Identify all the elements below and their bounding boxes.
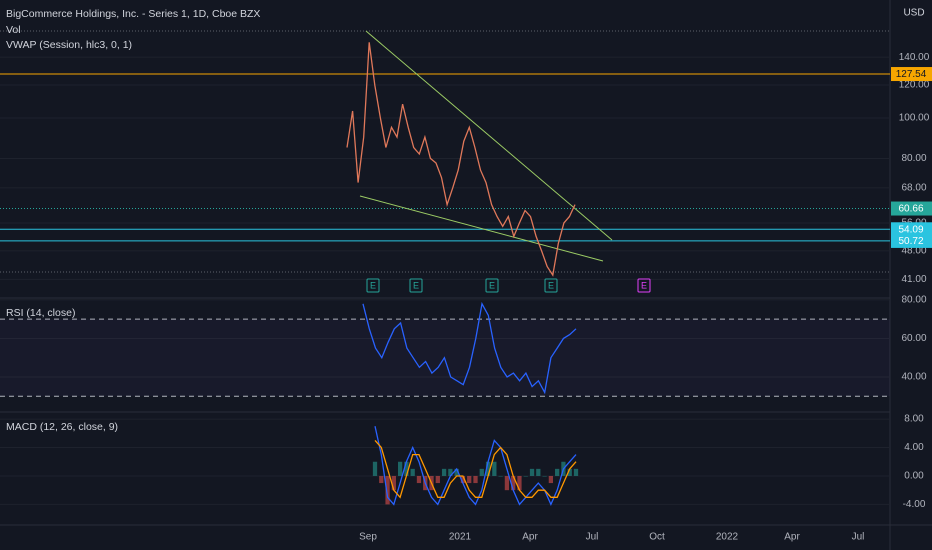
y-tick-label: 4.00	[904, 442, 924, 453]
y-tick-label: 80.00	[901, 295, 926, 306]
chart-title: BigCommerce Holdings, Inc. - Series 1, 1…	[6, 8, 260, 20]
histogram-bar	[523, 475, 528, 477]
earnings-icon	[485, 278, 499, 293]
histogram-bar	[467, 475, 472, 484]
earnings-icon	[544, 278, 558, 293]
legend-vwap: VWAP (Session, hlc3, 0, 1)	[6, 39, 132, 51]
y-tick-label: 100.00	[899, 113, 930, 124]
y-tick-label: -4.00	[903, 499, 926, 510]
y-tick-label: 60.00	[901, 333, 926, 344]
histogram-bar	[460, 475, 466, 484]
series-line	[374, 439, 577, 499]
histogram-bar	[548, 475, 554, 484]
x-tick-label: Apr	[784, 532, 800, 543]
level-label-box	[891, 67, 932, 82]
level-label-box	[891, 233, 932, 248]
y-tick-label: 0.00	[904, 471, 924, 482]
y-tick-label: 41.00	[901, 274, 926, 285]
currency-label[interactable]: USD	[903, 8, 924, 19]
histogram-bar	[473, 475, 478, 484]
level-label-box	[891, 201, 932, 216]
x-tick-label: Sep	[359, 532, 377, 543]
y-tick-label: 8.00	[904, 414, 924, 425]
rsi-title: RSI (14, close)	[6, 307, 75, 319]
x-tick-label: Apr	[522, 532, 538, 543]
histogram-bar	[372, 461, 378, 476]
y-tick-label: 140.00	[899, 52, 930, 63]
series-line	[374, 426, 577, 507]
histogram-bar	[479, 468, 484, 476]
histogram-bar	[404, 461, 409, 476]
histogram-bar	[511, 475, 516, 491]
series-line	[346, 42, 576, 277]
histogram-bar	[391, 475, 396, 491]
level-label: 54.09	[898, 224, 923, 235]
trend-line-lower	[359, 195, 604, 262]
histogram-bar	[379, 475, 384, 484]
earnings-icon-label: E	[413, 280, 419, 290]
histogram-bar	[485, 461, 491, 476]
histogram-bar	[448, 468, 453, 476]
level-label: 50.72	[898, 236, 923, 247]
x-tick-label: 2022	[716, 532, 739, 543]
y-tick-label: 68.00	[901, 182, 926, 193]
earnings-icon	[409, 278, 423, 293]
histogram-bar	[504, 475, 510, 491]
histogram-bar	[542, 475, 547, 477]
earnings-icon-label: E	[548, 280, 554, 290]
histogram-bar	[435, 475, 440, 484]
histogram-bar	[416, 475, 422, 484]
histogram-bar	[555, 468, 560, 476]
x-tick-label: Jul	[852, 532, 865, 543]
earnings-icon	[366, 278, 380, 293]
histogram-bar	[492, 461, 497, 476]
histogram-bar	[573, 468, 579, 476]
x-tick-label: Jul	[586, 532, 599, 543]
histogram-bar	[517, 475, 522, 491]
earnings-icon-label: E	[489, 280, 495, 290]
histogram-bar	[397, 461, 403, 476]
histogram-bar	[529, 468, 535, 476]
histogram-bar	[441, 468, 447, 476]
earnings-icon	[637, 278, 651, 293]
histogram-bar	[498, 475, 503, 477]
level-label: 127.54	[896, 69, 927, 80]
series-line	[362, 301, 577, 395]
x-tick-label: 2021	[449, 532, 472, 543]
histogram-bar	[410, 468, 415, 476]
macd-title: MACD (12, 26, close, 9)	[6, 421, 118, 433]
level-label: 60.66	[898, 204, 923, 215]
histogram-bar	[567, 468, 572, 476]
histogram-bar	[454, 468, 459, 476]
histogram-bar	[385, 475, 390, 505]
x-tick-label: Oct	[649, 532, 665, 543]
trend-line-upper	[365, 30, 613, 241]
y-tick-label: 80.00	[901, 153, 926, 164]
legend-volume: Vol	[6, 24, 21, 36]
y-tick-label: 40.00	[901, 372, 926, 383]
histogram-bar	[536, 468, 541, 476]
earnings-icon-label: E	[370, 280, 376, 290]
level-label-box	[891, 222, 932, 237]
y-tick-label: 48.00	[901, 246, 926, 257]
y-tick-label: 120.00	[899, 80, 930, 91]
earnings-icon-label: E	[641, 280, 647, 290]
